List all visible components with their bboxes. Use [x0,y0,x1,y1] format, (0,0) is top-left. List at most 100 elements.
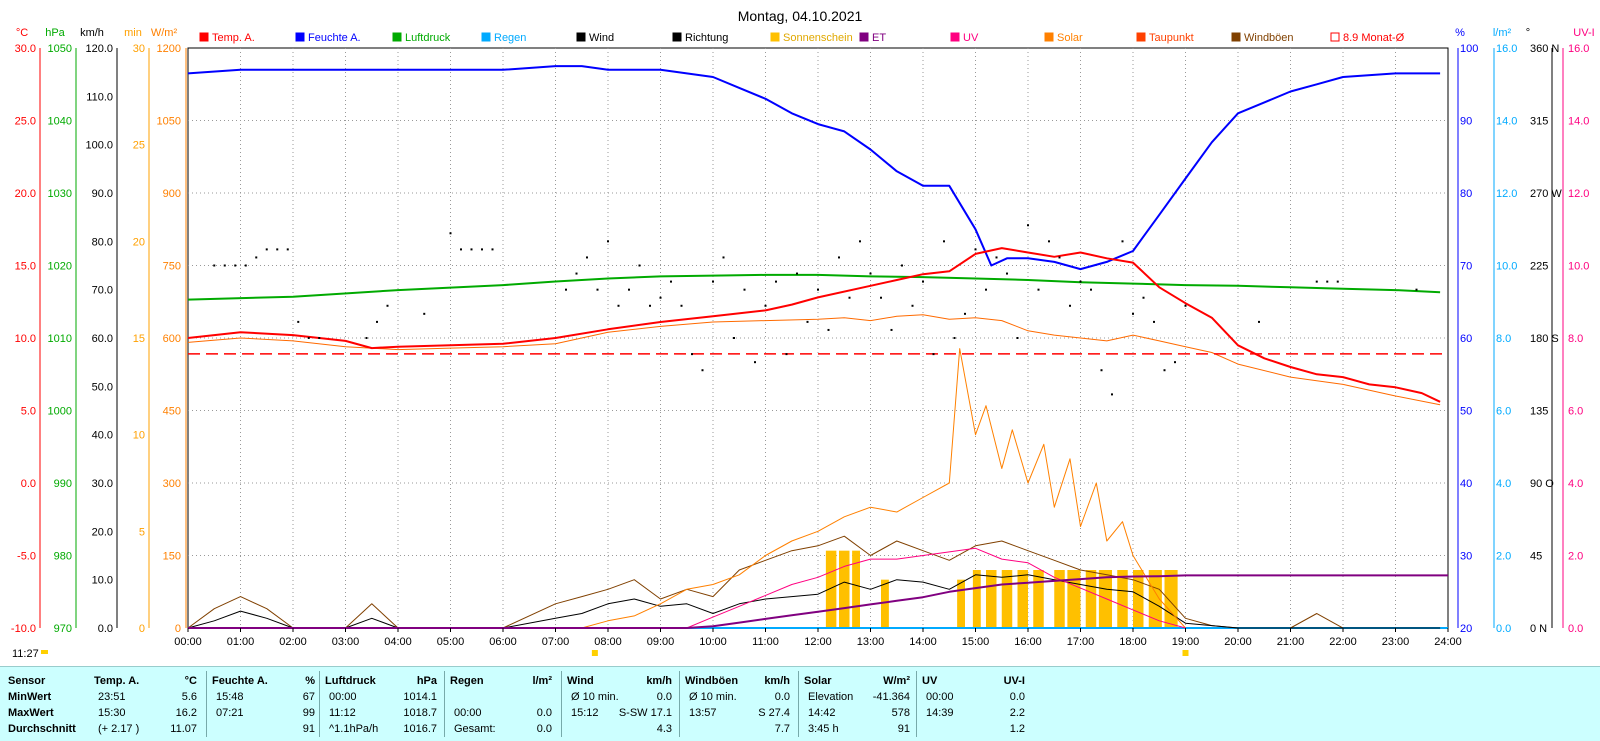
table-cell: (+ 2.17 ) [98,723,140,735]
stats-table: Sensor MinWert MaxWert Durchschnitt Temp. A.… [0,666,1600,741]
axis-tick-label: -10.0 [11,623,36,635]
x-tick-label: 16:00 [1014,636,1042,648]
axis-tick-label: 70 [1460,261,1472,273]
direction-point [307,337,310,339]
axis-tick-label: 110.0 [86,91,113,103]
axis-tick-label: 1010 [48,333,72,345]
series-line-et [188,574,1448,629]
table-cell: 15:30 [98,707,126,719]
direction-point [234,264,237,267]
direction-point [1006,272,1008,275]
direction-point [859,240,861,243]
x-tick-label: 14:00 [909,636,937,648]
direction-point [255,256,258,259]
direction-point [1079,280,1082,283]
x-tick-label: 09:00 [647,636,675,648]
legend-label: Temp. A. [212,32,255,44]
direction-point [1016,337,1019,339]
direction-point [869,272,872,275]
x-tick-label: 20:00 [1224,636,1252,648]
axis-tick-label: 300 [163,478,181,490]
table-cell: 13:57 [689,707,717,719]
sunshine-bar [1033,570,1044,628]
table-cell: 15:48 [216,691,244,703]
direction-point [1132,312,1134,315]
x-tick-label: 00:00 [174,636,202,648]
sunshine-bar [1133,570,1144,628]
row-label: MinWert [8,691,52,703]
legend-label: Richtung [685,32,728,44]
column-header: Temp. A. [94,675,140,687]
axis-tick-label: 70.0 [92,285,113,297]
axis-tick-label: 180 S [1530,333,1559,345]
x-tick-label: 05:00 [437,636,465,648]
axis-tick-label: 315 [1530,116,1548,128]
table-cell: 07:21 [216,707,244,719]
sunshine-bar [1117,570,1128,628]
axis-tick-label: 16.0 [1568,43,1589,55]
direction-point [911,304,914,307]
table-value: -41.364 [872,691,910,703]
column-unit: l/m² [532,675,552,687]
direction-point [932,353,935,356]
direction-point [276,248,279,251]
axis-tick-label: 980 [54,551,72,563]
x-tick-label: 21:00 [1277,636,1305,648]
table-cell: 00:00 [329,691,357,703]
table-cell: 00:00 [454,707,482,719]
axis-tick-label: 50 [1460,406,1472,418]
axis-unit-label: °C [16,27,28,39]
series-line-wind [187,574,1441,629]
column-separator [798,671,799,737]
legend-swatch [295,32,305,42]
axis-tick-label: 90 [1460,116,1472,128]
direction-point [481,248,483,251]
sunshine-bar [1054,570,1065,628]
row-label: Durchschnitt [8,723,76,735]
axis-tick-label: 0.0 [1568,623,1583,635]
direction-point [890,328,893,331]
axis-unit-label: W/m² [151,27,178,39]
direction-point [318,337,321,339]
sunshine-bar [1085,570,1097,628]
table-value: 91 [897,723,910,735]
direction-point [670,280,672,283]
direction-point [470,248,473,251]
direction-point [1184,304,1187,307]
direction-point [817,288,819,291]
x-tick-label: 07:00 [542,636,570,648]
series-line-luftdruck [187,273,1441,301]
direction-point [1111,393,1113,396]
sunshine-bar [1017,570,1028,628]
legend-label: Windböen [1244,32,1294,44]
sunshine-bar [839,550,850,628]
direction-point [1069,304,1071,307]
direction-point [964,312,966,315]
axis-tick-label: 450 [163,406,181,418]
legend-label: Luftdruck [405,32,451,44]
direction-point [1153,320,1155,323]
x-tick-label: 19:00 [1172,636,1200,648]
axis-tick-label: 5.0 [21,406,36,418]
legend: Temp. A. Feuchte A. Luftdruck Regen Wind Rich… [199,32,1405,44]
axis-tick-label: 750 [163,261,181,273]
axis-tick-label: 2.0 [1568,551,1583,563]
direction-point [659,296,662,299]
axis-tick-label: 14.0 [1496,116,1517,128]
direction-point [1415,288,1418,291]
legend-label: 8.9 Monat-Ø [1343,32,1405,44]
direction-point [785,353,788,356]
axis-tick-label: 100 [1460,43,1478,55]
sunshine-bar [957,579,965,628]
column-unit: km/h [764,675,790,687]
x-tick-label: 11:00 [752,636,779,648]
axis-tick-label: 100.0 [85,140,113,152]
table-value: S-SW 17.1 [618,707,672,719]
direction-point [365,337,368,339]
direction-point [386,304,389,307]
legend-swatch [859,32,869,42]
axis-tick-label: 16.0 [1496,43,1517,55]
axis-tick-label: 20.0 [15,188,36,200]
direction-point [712,280,714,283]
x-tick-label: 15:00 [962,636,990,648]
